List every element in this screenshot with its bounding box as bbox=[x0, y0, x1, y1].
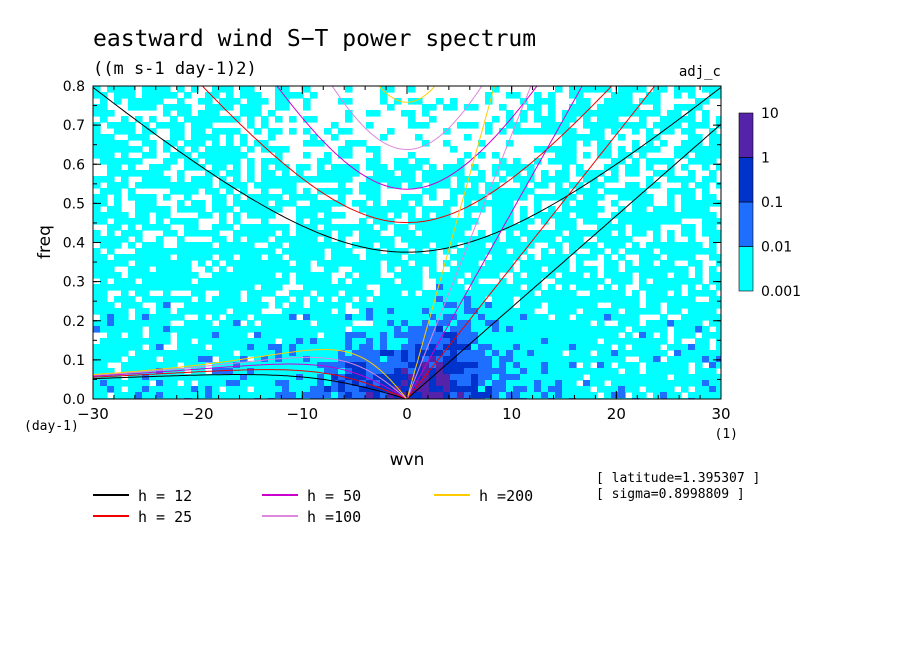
colorbar-swatch bbox=[738, 201, 754, 247]
curve-kelvin-h25 bbox=[406, 86, 656, 399]
colorbar-swatch bbox=[738, 112, 754, 158]
curve-gravity-h25 bbox=[201, 86, 613, 224]
curve-kelvin-h100 bbox=[406, 86, 532, 399]
y-tick-label: 0.6 bbox=[63, 157, 85, 173]
x-axis: −30 −20 −10 0 10 20 30 bbox=[77, 86, 731, 423]
curve-rossby-h25 bbox=[93, 369, 408, 399]
curve-rossby-h50 bbox=[93, 363, 408, 399]
x-tick-label: 20 bbox=[607, 405, 626, 423]
chart-subtitle: ((m s-1 day-1)2) bbox=[93, 59, 257, 79]
curve-gravity-h200 bbox=[378, 86, 436, 103]
legend-label: h =100 bbox=[307, 508, 361, 526]
curve-kelvin-h12 bbox=[406, 123, 721, 399]
legend-label: h =200 bbox=[479, 487, 533, 505]
curve-kelvin-h50 bbox=[406, 86, 583, 399]
y-axis: 0.0 0.1 0.2 0.3 0.4 0.5 0.6 0.7 0.8 bbox=[63, 79, 721, 408]
power-heatmap bbox=[93, 86, 721, 399]
legend-label: h = 12 bbox=[138, 487, 192, 505]
x-tick-label: −10 bbox=[287, 405, 319, 423]
colorbar-swatch bbox=[738, 157, 754, 203]
run-label: adj_c bbox=[679, 64, 721, 80]
x-tick-label: 30 bbox=[711, 405, 730, 423]
x-unit-label: (1) bbox=[715, 427, 738, 442]
x-tick-label: 10 bbox=[502, 405, 521, 423]
legend-label: h = 25 bbox=[138, 508, 192, 526]
colorbar-label: 0.1 bbox=[761, 195, 783, 211]
curve-rossby-h100 bbox=[93, 356, 408, 399]
curve-rossby-h200 bbox=[93, 348, 408, 399]
y-tick-label: 0.1 bbox=[63, 353, 85, 369]
y-tick-label: 0.8 bbox=[63, 79, 85, 95]
colorbar-swatch bbox=[738, 246, 754, 292]
latitude-annotation: [ latitude=1.395307 ] bbox=[596, 471, 760, 486]
colorbar: 0.001 0.01 0.1 1 10 bbox=[738, 106, 801, 300]
y-axis-label: freq bbox=[35, 225, 55, 259]
x-tick-label: −20 bbox=[182, 405, 214, 423]
y-tick-label: 0.7 bbox=[63, 118, 85, 134]
colorbar-label: 10 bbox=[761, 106, 779, 122]
y-tick-label: 0.3 bbox=[63, 275, 85, 291]
y-unit-label: (day-1) bbox=[24, 419, 79, 434]
y-tick-label: 0.5 bbox=[63, 196, 85, 212]
chart-title: eastward wind S−T power spectrum bbox=[93, 26, 536, 52]
colorbar-label: 0.01 bbox=[761, 240, 792, 256]
legend-label: h = 50 bbox=[307, 487, 361, 505]
x-axis-label: wvn bbox=[390, 450, 425, 470]
legend: h = 12 h = 25 h = 50 h =100 h =200 bbox=[93, 487, 533, 526]
y-tick-label: 0.0 bbox=[63, 392, 85, 408]
colorbar-label: 1 bbox=[761, 151, 770, 167]
colorbar-label: 0.001 bbox=[761, 284, 801, 300]
x-tick-label: 0 bbox=[402, 405, 412, 423]
y-tick-label: 0.4 bbox=[63, 236, 85, 252]
curve-gravity-h100 bbox=[331, 86, 483, 151]
curve-gravity-h12 bbox=[93, 87, 721, 253]
curve-rossby-h12 bbox=[93, 374, 408, 399]
sigma-annotation: [ sigma=0.8998809 ] bbox=[596, 487, 745, 502]
y-tick-label: 0.2 bbox=[63, 314, 85, 330]
dispersion-curves bbox=[93, 86, 721, 399]
x-tick-label: −30 bbox=[77, 405, 109, 423]
curve-gravity-h50 bbox=[276, 86, 538, 190]
curve-kelvin-h200 bbox=[406, 86, 496, 399]
